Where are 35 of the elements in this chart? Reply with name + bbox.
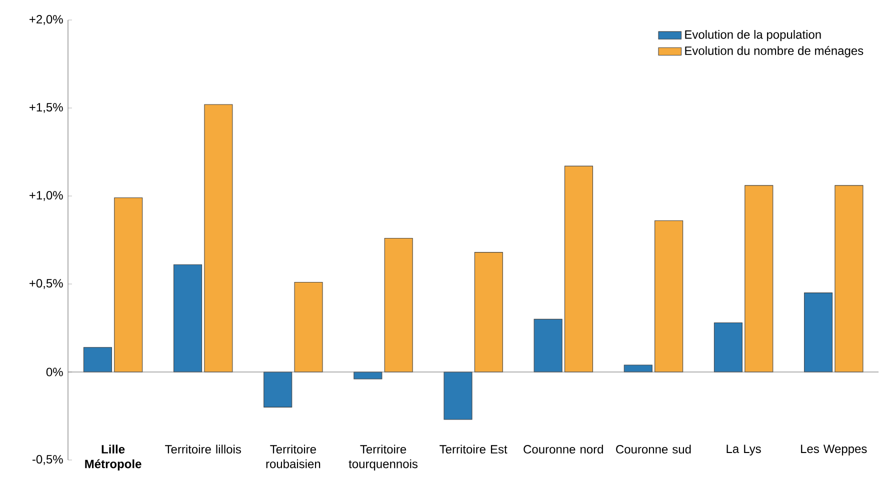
bar bbox=[624, 364, 652, 372]
x-tick-label: La Lys bbox=[726, 444, 761, 456]
bar bbox=[264, 372, 292, 408]
bar bbox=[744, 185, 774, 372]
bar bbox=[384, 238, 413, 372]
y-tick-label: +0,5% bbox=[30, 279, 63, 289]
x-tick-label: Couronne sud bbox=[616, 444, 691, 454]
bar bbox=[114, 197, 143, 372]
bar bbox=[834, 185, 864, 372]
bar bbox=[564, 166, 594, 372]
x-tick-label: Territoire lillois bbox=[165, 444, 241, 454]
bar bbox=[294, 282, 323, 372]
y-tick-label: +1,5% bbox=[30, 103, 63, 113]
x-tick-label: Couronne nord bbox=[524, 444, 603, 454]
bar bbox=[354, 372, 382, 380]
y-tick-label: +2,0% bbox=[30, 15, 63, 25]
x-tick-label: Lille Métropole bbox=[85, 444, 142, 471]
bar bbox=[83, 347, 112, 372]
x-tick-label: Territoire Est bbox=[440, 444, 508, 454]
bar bbox=[654, 220, 684, 372]
bar bbox=[474, 252, 503, 372]
x-tick-label: Les Weppes bbox=[801, 444, 867, 456]
legend-label: Evolution du nombre de ménages bbox=[685, 46, 864, 58]
bar bbox=[804, 292, 833, 372]
x-tick-label: Territoire roubaisien bbox=[266, 444, 320, 468]
bar bbox=[204, 104, 233, 372]
legend-label: Evolution de la population bbox=[685, 30, 821, 42]
bar bbox=[174, 264, 202, 372]
bar bbox=[534, 318, 562, 372]
bar bbox=[444, 372, 472, 420]
y-tick-label: 0% bbox=[46, 368, 63, 376]
x-tick-label: Territoire tourquennois bbox=[348, 444, 418, 471]
bar bbox=[714, 322, 742, 372]
y-tick-label: -0,5% bbox=[32, 455, 63, 465]
y-tick-label: +1,0% bbox=[30, 191, 63, 201]
